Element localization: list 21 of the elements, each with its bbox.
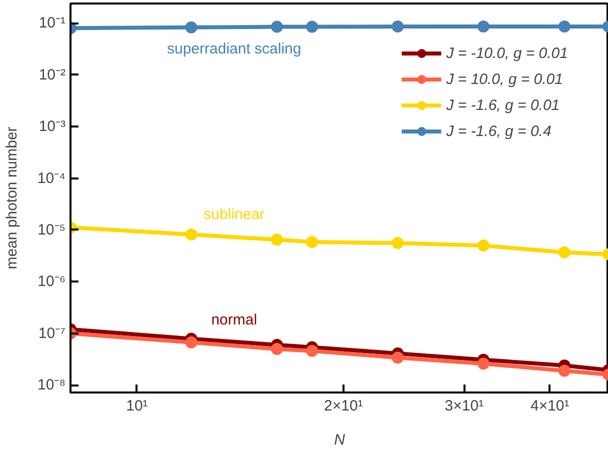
x-tick-label: 3×10¹ [444,398,484,414]
y-tick-label: 10⁻⁷ [38,324,66,342]
y-tick-label: 10⁻² [38,66,66,84]
y-tick-label: 10⁻¹ [38,14,66,32]
x-tick-label: 4×10¹ [530,398,570,414]
annotation: normal [211,311,258,328]
y-tick-label: 10⁻³ [38,118,66,136]
legend-label: J = -10.0, g = 0.01 [446,44,568,62]
annotation: sublinear [204,206,265,224]
x-axis-title: N [334,432,346,448]
legend-label: J = -1.6, g = 0.01 [446,96,560,114]
legend-label: J = -1.6, g = 0.4 [446,122,552,140]
x-tick-label: 10¹ [126,398,148,414]
legend-label: J = 10.0, g = 0.01 [446,70,563,88]
y-axis-title: mean photon number [3,126,20,270]
x-tick-label: 2×10¹ [324,398,363,414]
annotation: superradiant scaling [166,40,302,58]
y-tick-label: 10⁻⁸ [37,376,66,394]
y-tick-label: 10⁻⁴ [37,170,66,187]
y-tick-label: 10⁻⁶ [38,273,66,290]
y-tick-label: 10⁻⁵ [38,221,66,238]
